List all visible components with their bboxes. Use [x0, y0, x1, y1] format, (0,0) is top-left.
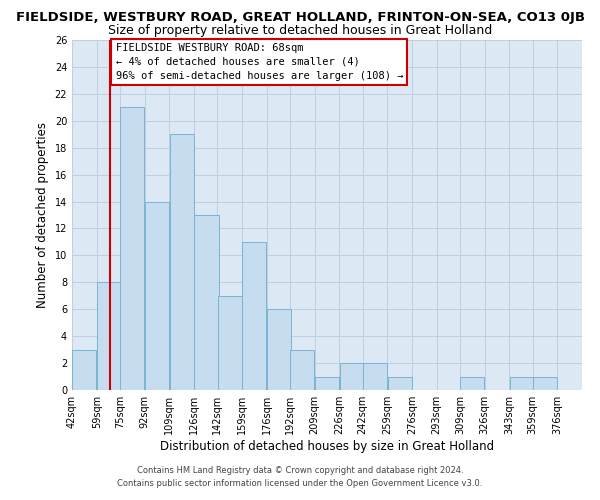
- Text: FIELDSIDE, WESTBURY ROAD, GREAT HOLLAND, FRINTON-ON-SEA, CO13 0JB: FIELDSIDE, WESTBURY ROAD, GREAT HOLLAND,…: [16, 12, 584, 24]
- Bar: [267, 309, 291, 390]
- Bar: [363, 363, 387, 390]
- Bar: [388, 376, 412, 390]
- Bar: [460, 376, 484, 390]
- Bar: [340, 363, 364, 390]
- Bar: [120, 108, 145, 390]
- Y-axis label: Number of detached properties: Number of detached properties: [36, 122, 49, 308]
- Bar: [145, 202, 169, 390]
- Bar: [242, 242, 266, 390]
- Bar: [97, 282, 121, 390]
- Bar: [194, 215, 218, 390]
- Text: Contains HM Land Registry data © Crown copyright and database right 2024.
Contai: Contains HM Land Registry data © Crown c…: [118, 466, 482, 487]
- Bar: [533, 376, 557, 390]
- X-axis label: Distribution of detached houses by size in Great Holland: Distribution of detached houses by size …: [160, 440, 494, 453]
- Bar: [509, 376, 534, 390]
- Bar: [315, 376, 339, 390]
- Bar: [290, 350, 314, 390]
- Text: Size of property relative to detached houses in Great Holland: Size of property relative to detached ho…: [108, 24, 492, 37]
- Bar: [218, 296, 242, 390]
- Bar: [72, 350, 97, 390]
- Bar: [170, 134, 194, 390]
- Text: FIELDSIDE WESTBURY ROAD: 68sqm
← 4% of detached houses are smaller (4)
96% of se: FIELDSIDE WESTBURY ROAD: 68sqm ← 4% of d…: [116, 42, 403, 80]
